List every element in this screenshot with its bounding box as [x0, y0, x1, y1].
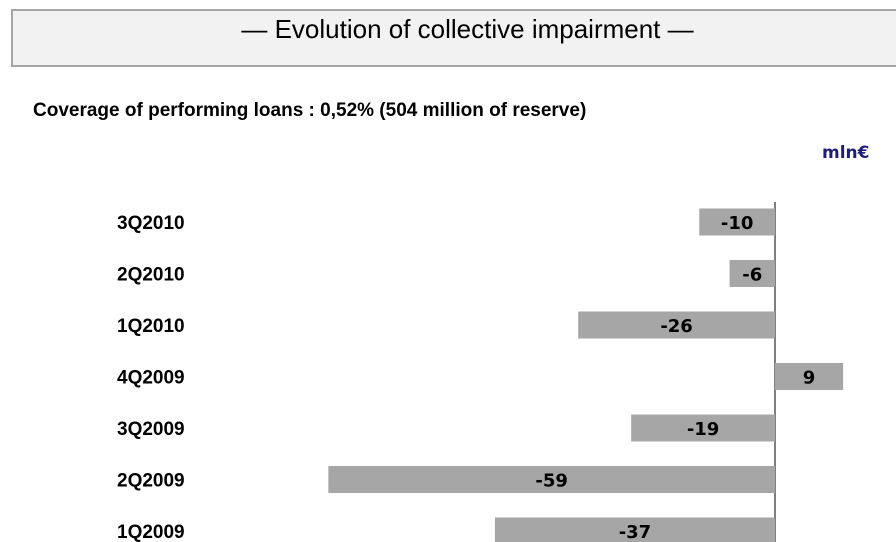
category-label-2Q2009: 2Q2009 — [117, 471, 185, 492]
page-title: — Evolution of collective impairment — — [241, 14, 694, 44]
data-label-1Q2010: -26 — [660, 316, 693, 337]
bar-3Q2009 — [631, 414, 775, 442]
data-label-2Q2009: -59 — [535, 471, 568, 492]
data-label-4Q2009: 9 — [803, 368, 816, 389]
category-label-3Q2010: 3Q2010 — [117, 213, 185, 234]
bar-2Q2009 — [328, 466, 775, 493]
bar-2Q2010 — [729, 260, 775, 287]
bar-4Q2009 — [775, 363, 844, 390]
bar-1Q2009 — [494, 517, 775, 542]
category-label-1Q2010: 1Q2010 — [117, 316, 185, 337]
data-label-3Q2009: -19 — [687, 419, 720, 440]
chart-subtitle: Coverage of performing loans : 0,52% (50… — [33, 100, 587, 121]
category-label-1Q2009: 1Q2009 — [117, 522, 185, 542]
bar-3Q2010 — [699, 208, 775, 236]
bar-chart: 3Q2010 -10 2Q2010 -6 1Q2010 -26 4Q2009 9 3Q2009 -… — [117, 202, 844, 542]
data-label-1Q2009: -37 — [619, 522, 652, 542]
data-label-3Q2010: -10 — [721, 213, 754, 234]
bar-1Q2010 — [578, 311, 775, 339]
unit-label: mln€ — [822, 143, 870, 163]
data-label-2Q2010: -6 — [742, 265, 762, 286]
category-label-2Q2010: 2Q2010 — [117, 265, 185, 286]
category-label-3Q2009: 3Q2009 — [117, 419, 185, 440]
category-label-4Q2009: 4Q2009 — [117, 368, 185, 389]
title-banner — [11, 9, 896, 67]
